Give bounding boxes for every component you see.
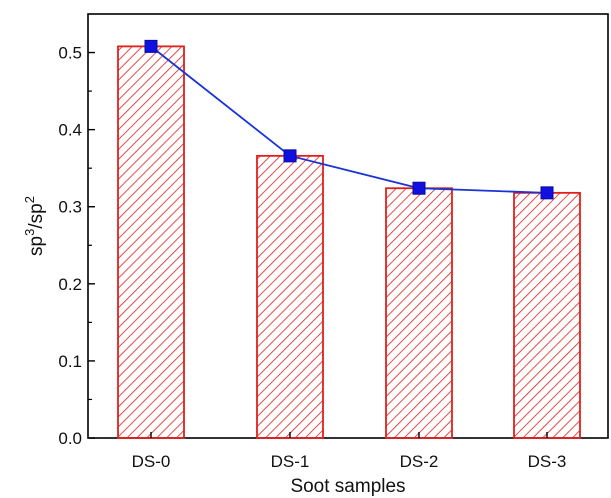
- x-tick-label-ds-0: DS-0: [132, 452, 171, 471]
- y-axis: 0.0 0.1 0.2 0.3 0.4 0.5: [58, 44, 95, 448]
- y-tick-label: 0.2: [58, 275, 82, 294]
- marker-ds-1: [283, 149, 297, 163]
- bar-ds-2: [385, 187, 453, 439]
- x-tick-label-ds-2: DS-2: [400, 452, 439, 471]
- x-tick-label-ds-3: DS-3: [528, 452, 567, 471]
- y-tick-label: 0.4: [58, 121, 82, 140]
- bar-ds-1: [256, 154, 324, 439]
- line-series: [150, 45, 548, 194]
- y-tick-label: 0.3: [58, 198, 82, 217]
- y-tick-label: 0.1: [58, 352, 82, 371]
- bar-ds-0: [117, 45, 185, 439]
- x-tick-label-ds-1: DS-1: [271, 452, 310, 471]
- y-tick-label: 0.0: [58, 429, 82, 448]
- marker-ds-3: [540, 186, 554, 200]
- markers: [144, 39, 554, 200]
- bars: [117, 45, 581, 439]
- x-axis: DS-0 DS-1 DS-2 DS-3: [132, 432, 567, 471]
- bar-ds-3: [513, 191, 581, 439]
- trend-line: [150, 45, 548, 194]
- x-axis-title: Soot samples: [290, 476, 405, 497]
- marker-ds-2: [412, 181, 426, 195]
- y-tick-label: 0.5: [58, 44, 82, 63]
- y-axis-title: sp3/sp2: [22, 196, 47, 256]
- marker-ds-0: [144, 39, 158, 53]
- plot-frame: [87, 13, 609, 439]
